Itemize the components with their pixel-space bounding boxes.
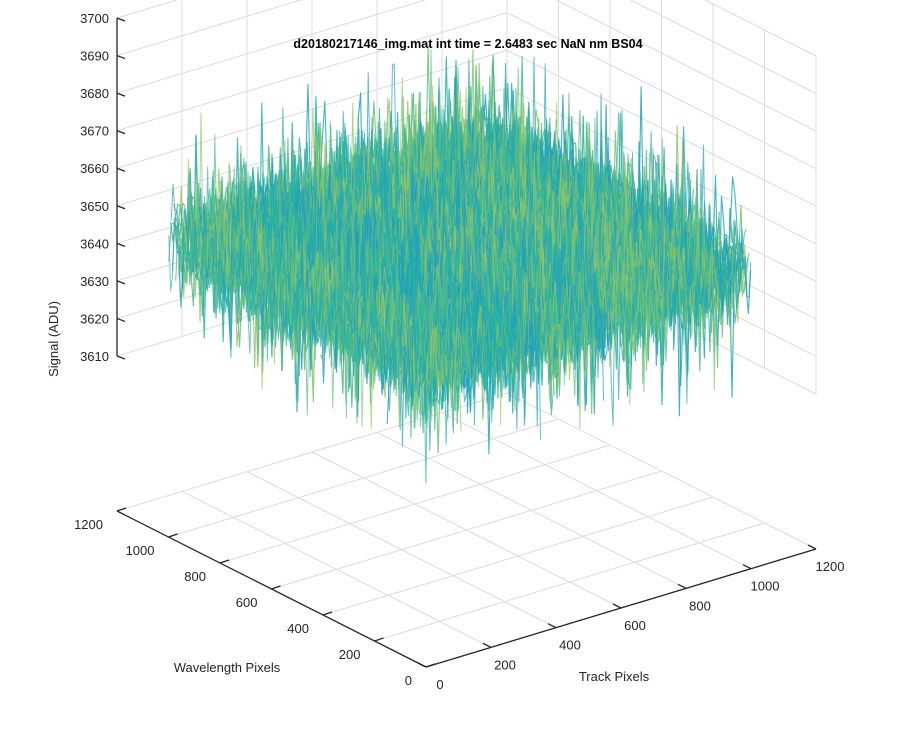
wall-gridline-z bbox=[116, 0, 303, 57]
chart-title: d20180217146_img.mat int time = 2.6483 s… bbox=[293, 37, 642, 51]
floor-gridline-y bbox=[168, 418, 559, 538]
y-tick-mark bbox=[168, 533, 178, 538]
y-tick-label: 400 bbox=[287, 621, 309, 636]
z-tick-mark bbox=[116, 130, 126, 135]
x-tick-mark bbox=[677, 583, 687, 589]
wall-gridline-z bbox=[629, 0, 817, 95]
x-axis-label: Track Pixels bbox=[579, 669, 650, 684]
surface-mesh bbox=[168, 45, 752, 484]
x-tick-mark bbox=[612, 603, 622, 609]
z-tick-mark bbox=[116, 92, 126, 97]
z-tick-label: 3660 bbox=[80, 161, 109, 176]
z-tick-mark bbox=[116, 355, 126, 360]
floor-gridline-y bbox=[219, 444, 611, 564]
z-tick-label: 3670 bbox=[80, 124, 109, 139]
z-tick-mark bbox=[116, 242, 126, 247]
surface-col-line bbox=[168, 166, 427, 417]
z-tick-label: 3640 bbox=[80, 236, 109, 251]
x-tick-mark bbox=[547, 623, 557, 629]
x-tick-label: 1000 bbox=[751, 579, 780, 594]
wall-gridline-z bbox=[555, 0, 817, 132]
x-tick-mark bbox=[807, 544, 817, 550]
x-tick-label: 800 bbox=[689, 598, 711, 613]
z-axis-label: Signal (ADU) bbox=[46, 301, 61, 377]
z-tick-mark bbox=[116, 317, 126, 323]
wall-gridline-z bbox=[506, 12, 817, 170]
z-tick-label: 3650 bbox=[80, 199, 109, 214]
y-tick-label: 1000 bbox=[126, 543, 155, 558]
y-tick-mark bbox=[425, 663, 436, 668]
z-tick-mark bbox=[116, 280, 126, 285]
z-tick-label: 3690 bbox=[80, 49, 109, 64]
y-tick-mark bbox=[271, 585, 281, 590]
floor-gridline-y bbox=[116, 392, 508, 512]
x-tick-label: 400 bbox=[559, 638, 581, 653]
y-tick-label: 600 bbox=[236, 595, 258, 610]
z-tick-label: 3630 bbox=[80, 274, 109, 289]
z-tick-mark bbox=[116, 17, 126, 22]
z-tick-label: 3700 bbox=[80, 11, 109, 26]
wall-gridline-z bbox=[116, 12, 508, 132]
z-tick-label: 3680 bbox=[80, 86, 109, 101]
x-tick-label: 0 bbox=[436, 677, 443, 692]
y-tick-label: 1200 bbox=[74, 517, 103, 532]
y-tick-label: 800 bbox=[184, 569, 206, 584]
x-tick-label: 200 bbox=[494, 657, 516, 672]
axes-lines bbox=[116, 17, 817, 668]
wall-gridline-z bbox=[116, 0, 427, 94]
y-tick-mark bbox=[322, 611, 333, 616]
y-tick-mark bbox=[116, 507, 127, 512]
z-tick-label: 3620 bbox=[80, 311, 109, 326]
x-tick-mark bbox=[417, 662, 427, 668]
x-tick-label: 1200 bbox=[816, 559, 845, 574]
wall-gridline-z bbox=[703, 0, 817, 57]
y-tick-label: 200 bbox=[339, 647, 361, 662]
floor-gridline-y bbox=[271, 470, 662, 590]
wall-gridline-z bbox=[116, 49, 508, 169]
z-tick-label: 3610 bbox=[80, 349, 109, 364]
x-tick-mark bbox=[482, 642, 492, 648]
y-axis-label: Wavelength Pixels bbox=[174, 660, 281, 675]
x-tick-label: 600 bbox=[624, 618, 646, 633]
z-tick-mark bbox=[116, 54, 126, 60]
floor-gridline-y bbox=[322, 496, 714, 616]
z-tick-mark bbox=[116, 167, 126, 172]
y-tick-mark bbox=[219, 559, 230, 564]
x-tick-mark bbox=[742, 564, 752, 570]
y-tick-mark bbox=[374, 637, 384, 642]
y-tick-label: 0 bbox=[405, 673, 412, 688]
floor-gridline-y bbox=[374, 522, 765, 642]
wall-gridline-z bbox=[506, 49, 817, 207]
z-tick-mark bbox=[116, 205, 126, 210]
tick-labels: 0 200 400 600 800 1000 1200 0 200 400 600 800 1000 12… bbox=[74, 11, 844, 692]
